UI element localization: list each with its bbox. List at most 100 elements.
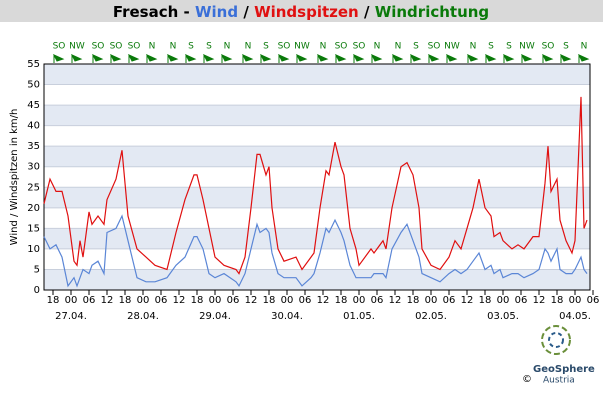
x-tick-label: 06 — [515, 295, 528, 306]
x-tick-label: 12 — [245, 295, 258, 306]
y-tick-label: 35 — [27, 141, 40, 152]
brand-country: Austria — [543, 376, 575, 386]
x-tick-label: 06 — [155, 295, 168, 306]
x-tick-label: 06 — [371, 295, 384, 306]
direction-arrow — [70, 53, 83, 63]
x-tick-label: 00 — [569, 295, 582, 306]
series-line — [43, 214, 588, 288]
title-part: / — [243, 3, 249, 21]
direction-arrow — [91, 53, 104, 63]
direction-arrow — [295, 53, 308, 63]
direction-label: N — [320, 42, 327, 52]
direction-label: N — [224, 42, 231, 52]
grid-band — [44, 146, 590, 167]
x-tick-label: 00 — [281, 295, 294, 306]
x-tick-label: 18 — [479, 295, 492, 306]
x-tick-label: 06 — [587, 295, 600, 306]
grid-band — [44, 207, 590, 229]
grid-band — [44, 105, 590, 126]
direction-arrow — [520, 53, 533, 63]
direction-arrow — [316, 53, 329, 63]
x-tick-label: 06 — [443, 295, 456, 306]
grid-band — [44, 166, 590, 188]
x-tick-label: 12 — [389, 295, 402, 306]
direction-label: SO — [92, 42, 105, 52]
direction-arrow — [502, 53, 515, 63]
direction-arrow — [352, 53, 365, 63]
direction-label: S — [563, 42, 569, 52]
direction-label: N — [581, 42, 588, 52]
direction-label: S — [488, 42, 494, 52]
direction-arrow — [220, 53, 233, 63]
direction-label: N — [470, 42, 477, 52]
direction-label: SO — [53, 42, 66, 52]
direction-arrow — [145, 53, 158, 63]
direction-arrow — [445, 53, 458, 63]
date-label: 01.05. — [343, 311, 375, 322]
title-part: Windrichtung — [375, 3, 489, 21]
direction-arrow — [484, 53, 497, 63]
x-tick-label: 12 — [173, 295, 186, 306]
direction-arrow — [259, 53, 272, 63]
date-label: 30.04. — [271, 311, 303, 322]
x-tick-label: 06 — [227, 295, 240, 306]
direction-label: N — [395, 42, 402, 52]
y-tick-label: 0 — [34, 285, 40, 296]
y-tick-label: 20 — [27, 203, 40, 214]
direction-label: NW — [444, 42, 460, 52]
grid-band — [44, 125, 590, 147]
direction-arrow — [409, 53, 422, 63]
date-label: 28.04. — [127, 311, 159, 322]
x-tick-label: 18 — [191, 295, 204, 306]
x-tick-label: 12 — [533, 295, 546, 306]
title-part: Wind — [195, 3, 238, 21]
direction-label: N — [374, 42, 381, 52]
y-tick-label: 50 — [27, 80, 40, 91]
direction-arrow — [127, 53, 140, 63]
direction-label: SO — [128, 42, 141, 52]
x-tick-label: 06 — [83, 295, 96, 306]
grid-band — [44, 269, 590, 290]
direction-label: S — [506, 42, 512, 52]
direction-arrow — [277, 53, 290, 63]
direction-label: SO — [353, 42, 366, 52]
direction-label: SO — [110, 42, 123, 52]
y-tick-label: 55 — [27, 59, 40, 70]
series-line — [43, 96, 588, 275]
x-tick-label: 18 — [47, 295, 60, 306]
date-label: 02.05. — [415, 311, 447, 322]
x-tick-label: 18 — [551, 295, 564, 306]
y-tick-label: 15 — [27, 223, 40, 234]
x-tick-label: 12 — [101, 295, 114, 306]
x-tick-label: 12 — [317, 295, 330, 306]
title-band — [0, 0, 603, 22]
x-tick-label: 00 — [353, 295, 366, 306]
direction-arrow — [166, 53, 179, 63]
copyright: © — [522, 374, 532, 385]
y-tick-label: 30 — [27, 162, 40, 173]
title-part: / — [364, 3, 370, 21]
direction-label: N — [245, 42, 252, 52]
direction-arrow — [241, 53, 254, 63]
x-tick-label: 18 — [335, 295, 348, 306]
y-tick-label: 25 — [27, 182, 40, 193]
x-tick-label: 12 — [461, 295, 474, 306]
y-axis-label: Wind / Windspitzen in km/h — [9, 109, 20, 246]
grid-band — [44, 64, 590, 85]
y-tick-label: 40 — [27, 121, 40, 132]
direction-arrow — [427, 53, 440, 63]
brand: GeoSphere — [533, 364, 595, 375]
direction-label: SO — [335, 42, 348, 52]
x-tick-label: 00 — [65, 295, 78, 306]
x-tick-label: 00 — [209, 295, 222, 306]
logo — [541, 325, 571, 355]
direction-label: NW — [294, 42, 310, 52]
direction-arrow — [559, 53, 572, 63]
title-part: Windspitzen — [254, 3, 359, 21]
direction-arrow — [52, 53, 65, 63]
x-tick-label: 00 — [137, 295, 150, 306]
y-tick-label: 45 — [27, 100, 40, 111]
x-tick-label: 00 — [497, 295, 510, 306]
x-tick-label: 00 — [425, 295, 438, 306]
